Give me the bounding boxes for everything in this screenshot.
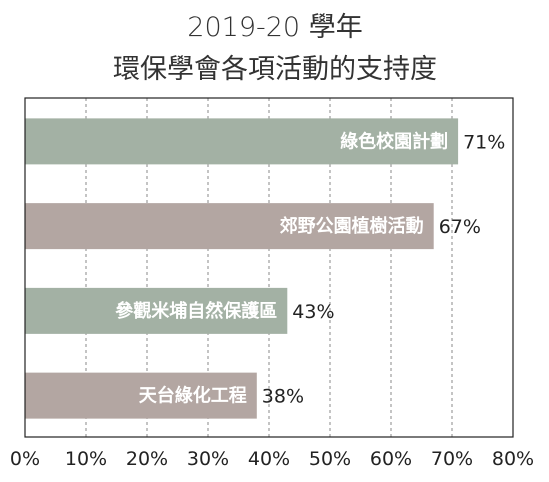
bar-value-label: 38% <box>262 386 304 408</box>
chart-subtitle: 環保學會各項活動的支持度 <box>113 54 437 85</box>
plot-frame <box>24 97 514 438</box>
bar <box>25 372 257 419</box>
x-tick-label: 70% <box>431 448 473 470</box>
x-tick-label: 0% <box>10 448 40 470</box>
bar-category-label: 綠色校園計劃 <box>340 130 448 152</box>
bar-value-label: 71% <box>463 131 505 153</box>
x-tick-label: 20% <box>126 448 168 470</box>
bar-category-label: 郊野公園植樹活動 <box>280 215 424 237</box>
chart-title: 2019-20 學年 <box>187 12 362 43</box>
bar <box>25 203 434 250</box>
x-tick-label: 40% <box>248 448 290 470</box>
bar <box>25 118 459 165</box>
x-tick-label: 60% <box>370 448 412 470</box>
bar <box>25 287 288 334</box>
x-tick-label: 50% <box>309 448 351 470</box>
bar-value-label: 67% <box>439 216 481 238</box>
x-tick-label: 10% <box>65 448 107 470</box>
x-tick-label: 30% <box>187 448 229 470</box>
bar-category-label: 參觀米埔自然保護區 <box>115 300 277 322</box>
x-axis-ticks: 0% 10% 20% 30% 40% 50% 60% 70% 80% <box>10 448 534 470</box>
bar-category-label: 天台綠化工程 <box>139 385 247 407</box>
x-tick-label: 80% <box>492 448 534 470</box>
bar-value-label: 43% <box>292 301 334 323</box>
bars: 綠色校園計劃 71% 郊野公園植樹活動 67% 參觀米埔自然保護區 43% 天台綠化工程 38… <box>25 118 505 419</box>
